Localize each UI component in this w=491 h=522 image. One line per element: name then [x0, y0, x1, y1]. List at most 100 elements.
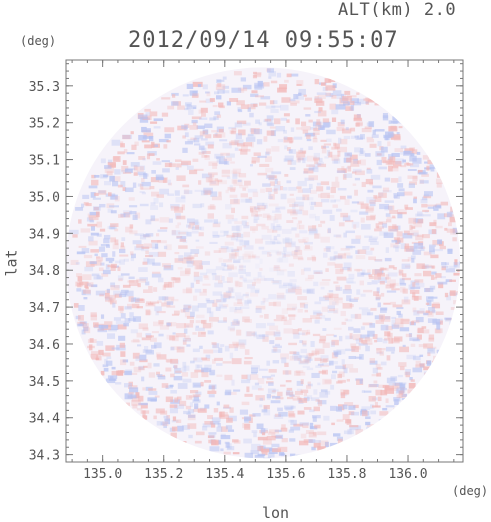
- field-cell: [418, 344, 428, 348]
- field-cell: [318, 224, 322, 228]
- field-cell: [363, 289, 373, 293]
- field-cell: [236, 100, 245, 106]
- field-cell: [361, 340, 368, 344]
- field-cell: [396, 394, 403, 398]
- field-cell: [184, 311, 191, 318]
- field-cell: [315, 440, 321, 443]
- field-cell: [343, 430, 354, 435]
- field-cell: [123, 212, 130, 218]
- field-cell: [261, 432, 266, 436]
- field-cell: [450, 307, 456, 310]
- field-cell: [312, 166, 319, 173]
- field-cell: [379, 221, 384, 226]
- field-cell: [388, 166, 399, 172]
- field-cell: [96, 221, 103, 228]
- field-cell: [324, 441, 329, 448]
- field-cell: [105, 244, 110, 248]
- field-cell: [439, 245, 446, 250]
- field-cell: [256, 334, 265, 340]
- field-cell: [328, 293, 339, 299]
- field-cell: [80, 228, 91, 233]
- field-cell: [315, 271, 323, 274]
- field-cell: [161, 97, 171, 100]
- field-cell: [279, 86, 286, 92]
- field-cell: [378, 166, 387, 170]
- field-cell: [91, 273, 100, 277]
- field-cell: [289, 355, 299, 361]
- field-cell: [300, 389, 309, 394]
- field-cell: [296, 388, 303, 392]
- field-cell: [333, 350, 342, 355]
- field-cell: [380, 361, 387, 366]
- field-cell: [411, 320, 420, 324]
- field-cell: [214, 357, 223, 361]
- field-cell: [227, 186, 236, 191]
- field-cell: [118, 335, 126, 341]
- field-cell: [419, 363, 426, 367]
- field-cell: [113, 285, 121, 289]
- field-cell: [282, 253, 287, 258]
- field-cell: [276, 224, 281, 227]
- field-cell: [174, 251, 180, 255]
- field-cell: [284, 362, 289, 368]
- field-cell: [296, 186, 302, 190]
- field-cell: [218, 102, 224, 108]
- field-cell: [226, 417, 233, 423]
- field-cell: [276, 329, 281, 334]
- field-cell: [170, 432, 177, 439]
- field-cell: [391, 152, 400, 158]
- field-cell: [305, 114, 311, 117]
- field-cell: [301, 121, 307, 126]
- field-cell: [185, 287, 193, 294]
- field-cell: [291, 286, 302, 290]
- field-cell: [244, 423, 251, 430]
- field-cell: [209, 174, 215, 178]
- field-cell: [410, 343, 416, 347]
- field-cell: [321, 279, 331, 282]
- field-cell: [166, 140, 171, 143]
- field-cell: [106, 356, 112, 360]
- field-cell: [270, 223, 275, 230]
- field-cell: [129, 361, 135, 366]
- field-cell: [133, 172, 139, 176]
- field-cell: [238, 255, 244, 260]
- field-cell: [232, 173, 238, 179]
- field-cell: [136, 332, 143, 338]
- field-cell: [182, 258, 193, 264]
- field-cell: [410, 255, 416, 260]
- field-cell: [295, 289, 302, 295]
- field-cell: [256, 278, 267, 281]
- field-cell: [191, 119, 198, 124]
- field-cell: [237, 143, 245, 147]
- field-cell: [315, 216, 320, 221]
- field-cell: [390, 134, 401, 140]
- field-cell: [194, 143, 201, 146]
- field-cell: [192, 348, 200, 353]
- field-cell: [291, 241, 296, 248]
- field-cell: [332, 301, 337, 305]
- field-cell: [446, 295, 452, 301]
- field-cell: [399, 278, 405, 284]
- field-cell: [146, 310, 152, 315]
- field-cell: [353, 404, 359, 409]
- field-cell: [89, 261, 97, 264]
- field-cell: [332, 370, 338, 374]
- field-cell: [166, 322, 172, 326]
- field-cell: [366, 215, 376, 221]
- field-cell: [377, 272, 385, 277]
- field-cell: [175, 333, 186, 338]
- x-axis-label: lon: [262, 504, 290, 522]
- field-cell: [148, 285, 153, 290]
- field-cell: [307, 356, 312, 360]
- field-cell: [186, 258, 192, 264]
- field-cell: [349, 304, 354, 308]
- field-cell: [164, 127, 175, 133]
- field-cell: [311, 256, 317, 262]
- field-cell: [96, 275, 101, 280]
- field-cell: [431, 309, 437, 314]
- field-cell: [330, 199, 336, 203]
- field-cell: [347, 281, 356, 284]
- field-cell: [177, 346, 184, 350]
- field-cell: [361, 406, 371, 411]
- field-cell: [143, 243, 153, 249]
